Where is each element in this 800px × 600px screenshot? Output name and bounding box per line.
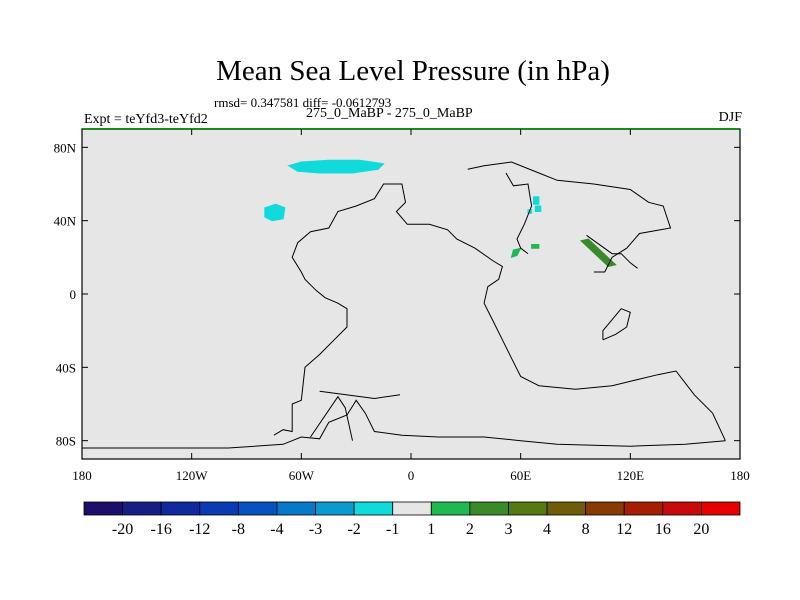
season-label: DJF: [718, 110, 742, 125]
colorbar-box-6: [315, 501, 355, 516]
colorbar-box-1: [122, 501, 162, 516]
colorbar-box-14: [623, 501, 664, 516]
colorbar-box-15: [662, 501, 702, 516]
colorbar-box-13: [585, 501, 625, 516]
colorbar-box-16: [701, 501, 741, 516]
coastline-0: [273, 183, 726, 441]
anomaly-region-2: [533, 196, 540, 205]
colorbar-box-2: [160, 501, 201, 516]
chart-title: Mean Sea Level Pressure (in hPa): [216, 55, 610, 87]
y-tick-label-2: 0: [70, 287, 77, 302]
coastline-5: [602, 308, 631, 341]
colorbar-label-0: -20: [112, 521, 133, 538]
colorbar-label-12: 8: [582, 521, 590, 538]
anomaly-region-5: [531, 244, 540, 249]
coastline-1: [82, 399, 726, 449]
x-tick-label-1: 120W: [176, 468, 209, 483]
colorbar-label-7: -1: [386, 521, 399, 538]
colorbar-label-4: -4: [270, 521, 283, 538]
colorbar-box-7: [353, 501, 394, 516]
colorbar-box-12: [546, 501, 587, 516]
anomaly-region-7: [579, 238, 617, 268]
coastline-4: [586, 234, 638, 269]
colorbar-label-1: -16: [151, 521, 172, 538]
x-tick-label-3: 0: [408, 468, 415, 483]
anomaly-region-0: [287, 159, 385, 174]
y-tick-label-4: 80S: [56, 434, 76, 449]
coastline-2: [467, 161, 672, 273]
colorbar-label-3: -8: [232, 521, 245, 538]
anomaly-region-6: [510, 247, 522, 259]
colorbar-box-0: [83, 501, 123, 516]
colorbar-box-10: [469, 501, 509, 516]
colorbar-label-9: 2: [466, 521, 474, 538]
x-tick-label-2: 60W: [289, 468, 315, 483]
colorbar-label-15: 20: [693, 521, 709, 538]
colorbar-label-14: 16: [655, 521, 671, 538]
colorbar-label-13: 12: [616, 521, 632, 538]
period-label: 275_0_MaBP - 275_0_MaBP: [306, 106, 473, 121]
y-tick-label-0: 80N: [54, 140, 77, 155]
stats-text: rmsd= 0.347581 diff= -0.0612793: [214, 95, 392, 110]
y-tick-label-3: 40S: [56, 360, 76, 375]
x-tick-label-5: 120E: [617, 468, 645, 483]
coastline-7: [310, 395, 353, 441]
colorbar-label-8: 1: [427, 521, 435, 538]
map-background: [82, 129, 740, 459]
colorbar-label-6: -2: [347, 521, 360, 538]
colorbar-box-4: [237, 501, 278, 516]
colorbar-label-2: -12: [189, 521, 210, 538]
experiment-label: Expt = teYfd3-teYfd2: [84, 112, 208, 127]
colorbar-box-9: [430, 501, 471, 516]
x-tick-label-4: 60E: [510, 468, 531, 483]
y-tick-label-1: 40N: [54, 214, 77, 229]
colorbar-label-5: -3: [309, 521, 322, 538]
coastline-6: [319, 390, 401, 400]
colorbar-label-10: 3: [504, 521, 512, 538]
coastline-3: [505, 172, 533, 255]
colorbar-box-3: [199, 501, 239, 516]
anomaly-region-3: [534, 205, 542, 212]
x-tick-label-6: 180: [730, 468, 750, 483]
anomaly-region-1: [264, 203, 286, 222]
colorbar-box-5: [276, 501, 316, 516]
colorbar-label-11: 4: [543, 521, 551, 538]
x-tick-label-0: 180: [72, 468, 92, 483]
colorbar-box-8: [392, 501, 432, 516]
colorbar-box-11: [508, 501, 548, 516]
